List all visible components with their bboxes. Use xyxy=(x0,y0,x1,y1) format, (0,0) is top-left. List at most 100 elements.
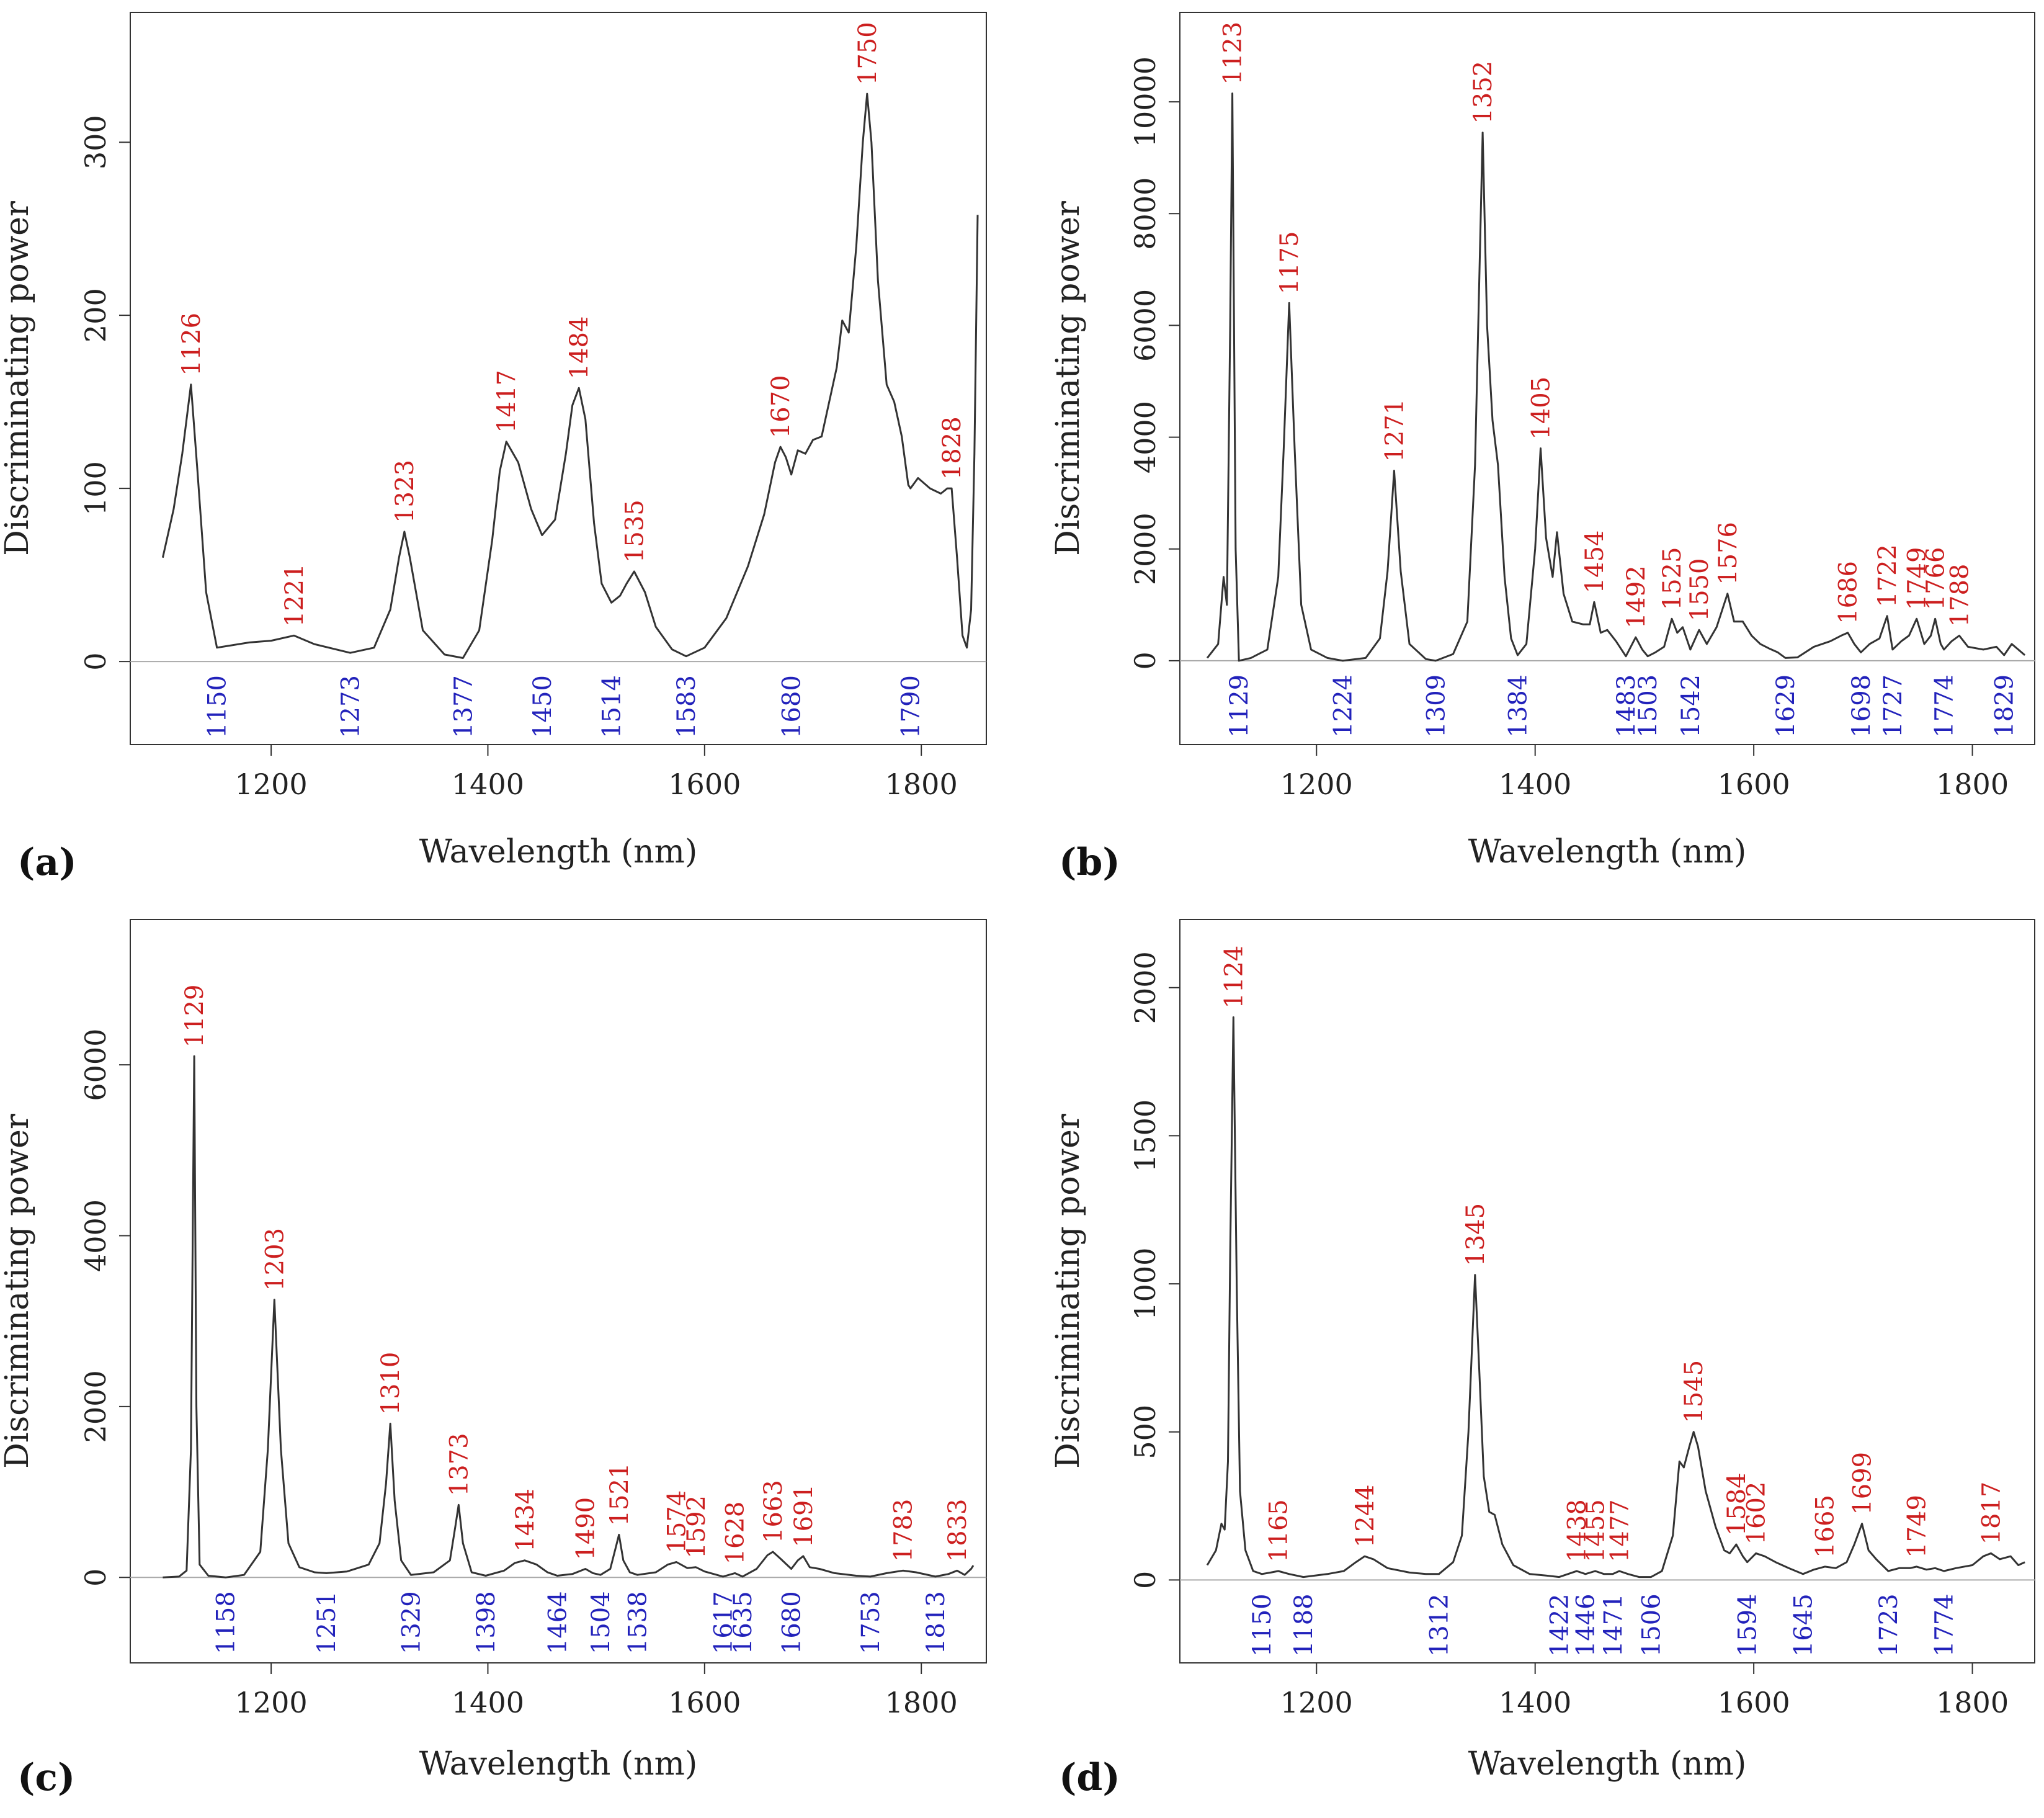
y-axis-title-d: Discriminating power xyxy=(1050,1114,1087,1469)
valley-label-a-4: 1514 xyxy=(598,675,627,738)
valley-label-b-11: 1829 xyxy=(1991,674,2019,738)
spectrum-line-b xyxy=(1206,92,2026,662)
chart-panel-d: 1200 1400 1600 1800 0 500 1000 1500 2000 Waveleng… xyxy=(1022,906,2044,1818)
valley-label-c-7: 1617 xyxy=(710,1591,738,1654)
y-tick-label-b-5: 10000 xyxy=(1128,56,1162,147)
valley-label-a-6: 1680 xyxy=(778,675,806,738)
valley-label-c-3: 1398 xyxy=(472,1591,501,1654)
peak-label-c-4: 1434 xyxy=(511,1489,540,1552)
y-tick-label-d-2: 1000 xyxy=(1128,1248,1162,1320)
peak-label-d-1: 1165 xyxy=(1265,1499,1293,1562)
peak-label-a-5: 1535 xyxy=(620,499,649,563)
panel-label-a: (a) xyxy=(17,841,77,884)
peak-label-c-8: 1592 xyxy=(682,1495,711,1559)
peak-label-b-6: 1492 xyxy=(1622,565,1651,629)
x-tick-label-a-1: 1400 xyxy=(452,768,524,801)
peak-label-a-2: 1323 xyxy=(391,460,419,523)
valley-label-d-10: 1774 xyxy=(1930,1593,1959,1657)
y-tick-label-b-1: 2000 xyxy=(1128,513,1162,585)
x-axis-title-d: Wavelength (nm) xyxy=(1468,1745,1747,1783)
peak-label-c-7: 1574 xyxy=(663,1490,691,1554)
peak-label-c-13: 1833 xyxy=(944,1498,972,1562)
valley-label-a-2: 1377 xyxy=(449,675,478,738)
peak-label-d-3: 1345 xyxy=(1462,1203,1490,1266)
peak-label-c-0: 1129 xyxy=(181,985,209,1048)
chart-c-svg: 1200 1400 1600 1800 0 2000 4000 6000 Wavelength … xyxy=(0,919,987,1783)
valley-label-b-0: 1129 xyxy=(1225,674,1254,738)
x-tick-label-b-1: 1400 xyxy=(1499,768,1571,801)
valley-label-b-4: 1483 xyxy=(1612,674,1641,738)
peak-label-c-5: 1490 xyxy=(572,1497,600,1561)
x-tick-label-d-1: 1400 xyxy=(1499,1686,1571,1719)
plot-frame-b xyxy=(1179,12,2035,745)
chart-panel-a: 1200 1400 1600 1800 0 100 200 300 Wavelength (nm… xyxy=(0,0,1022,906)
valley-label-a-5: 1583 xyxy=(672,675,701,738)
y-tick-label-a-0: 0 xyxy=(79,652,112,670)
valley-label-d-8: 1645 xyxy=(1789,1593,1818,1657)
y-tick-label-b-2: 4000 xyxy=(1128,401,1162,473)
x-tick-label-d-0: 1200 xyxy=(1280,1686,1353,1719)
valley-label-c-11: 1813 xyxy=(922,1591,950,1654)
peak-label-c-1: 1203 xyxy=(261,1228,289,1291)
spectrum-line-d xyxy=(1206,1016,2025,1578)
spectrum-line-a xyxy=(161,92,979,659)
valley-label-b-6: 1542 xyxy=(1677,674,1705,738)
x-tick-label-a-2: 1600 xyxy=(668,768,741,801)
valley-label-b-8: 1698 xyxy=(1847,674,1876,738)
valley-label-d-3: 1422 xyxy=(1545,1593,1574,1657)
peak-label-b-9: 1576 xyxy=(1714,522,1743,585)
valley-label-d-0: 1150 xyxy=(1248,1593,1277,1657)
peak-label-c-3: 1373 xyxy=(445,1433,473,1496)
peak-label-b-2: 1271 xyxy=(1380,399,1409,462)
plot-frame-a xyxy=(130,12,987,745)
valley-label-c-6: 1538 xyxy=(624,1591,653,1654)
peak-label-b-1: 1175 xyxy=(1275,231,1304,295)
valley-label-c-5: 1504 xyxy=(587,1591,615,1654)
peak-label-a-8: 1828 xyxy=(938,416,966,480)
chart-panel-c: 1200 1400 1600 1800 0 2000 4000 6000 Wavelength … xyxy=(0,906,1022,1818)
peak-label-d-10: 1665 xyxy=(1811,1495,1840,1558)
x-tick-label-c-1: 1400 xyxy=(452,1686,524,1719)
valley-label-b-3: 1384 xyxy=(1504,674,1533,738)
peak-label-c-6: 1521 xyxy=(605,1463,634,1526)
peak-label-a-4: 1484 xyxy=(565,316,594,380)
x-tick-label-c-3: 1800 xyxy=(885,1686,958,1719)
y-tick-label-b-4: 8000 xyxy=(1128,177,1162,250)
peak-label-b-13: 1766 xyxy=(1922,547,1950,611)
peak-label-d-2: 1244 xyxy=(1351,1484,1380,1547)
valley-label-c-8: 1635 xyxy=(729,1591,757,1654)
chart-panel-b: 1200 1400 1600 1800 0 2000 4000 6000 8000 10000 Wa… xyxy=(1022,0,2044,906)
x-tick-label-d-2: 1600 xyxy=(1718,1686,1790,1719)
x-tick-label-c-0: 1200 xyxy=(235,1686,308,1719)
x-axis-title-a: Wavelength (nm) xyxy=(419,833,698,871)
peak-label-d-13: 1817 xyxy=(1978,1482,2006,1545)
y-tick-label-a-2: 200 xyxy=(79,288,112,343)
peak-label-c-10: 1663 xyxy=(759,1480,788,1543)
valley-label-c-0: 1158 xyxy=(212,1591,241,1654)
valley-label-d-1: 1188 xyxy=(1290,1593,1318,1657)
y-tick-label-b-0: 0 xyxy=(1128,652,1162,669)
valley-label-b-7: 1629 xyxy=(1772,674,1800,738)
y-axis-title-a: Discriminating power xyxy=(0,201,36,556)
chart-a-svg: 1200 1400 1600 1800 0 100 200 300 Wavelength (nm… xyxy=(0,12,987,871)
valley-label-a-0: 1150 xyxy=(203,675,232,738)
y-axis-title-b: Discriminating power xyxy=(1050,201,1087,556)
peak-label-b-11: 1722 xyxy=(1873,544,1902,607)
valley-label-a-3: 1450 xyxy=(529,675,557,738)
peak-label-c-11: 1691 xyxy=(790,1484,818,1547)
y-axis-title-c: Discriminating power xyxy=(0,1114,36,1469)
valley-label-c-9: 1680 xyxy=(778,1591,806,1654)
valley-label-d-6: 1506 xyxy=(1637,1593,1666,1657)
peak-label-b-0: 1123 xyxy=(1219,22,1247,85)
panel-label-c: (c) xyxy=(17,1756,76,1799)
y-tick-label-d-4: 2000 xyxy=(1128,951,1162,1024)
valley-label-c-10: 1753 xyxy=(857,1591,885,1654)
valley-label-c-2: 1329 xyxy=(397,1591,426,1654)
peak-label-d-0: 1124 xyxy=(1220,946,1248,1009)
peak-label-b-7: 1525 xyxy=(1658,547,1687,611)
panel-label-d: (d) xyxy=(1059,1756,1120,1799)
valley-label-c-1: 1251 xyxy=(313,1591,341,1654)
peak-label-b-4: 1405 xyxy=(1527,377,1556,440)
x-tick-label-b-0: 1200 xyxy=(1280,768,1353,801)
valley-label-b-9: 1727 xyxy=(1879,674,1908,738)
